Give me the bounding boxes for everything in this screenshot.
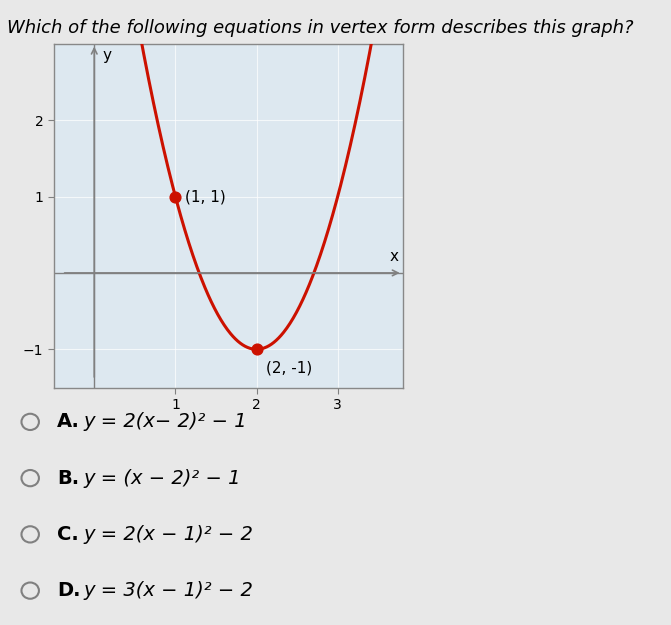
Point [170,191,180,201]
Point [251,344,262,354]
Text: A.: A. [57,412,80,431]
Text: (2, -1): (2, -1) [266,361,313,376]
Text: B.: B. [57,469,79,488]
Text: y = (x − 2)² − 1: y = (x − 2)² − 1 [84,469,242,488]
Text: Which of the following equations in vertex form describes this graph?: Which of the following equations in vert… [7,19,633,37]
Text: y: y [103,48,111,63]
Text: y = 2(x − 1)² − 2: y = 2(x − 1)² − 2 [84,525,254,544]
Text: D.: D. [57,581,81,600]
Text: C.: C. [57,525,79,544]
Text: y = 3(x − 1)² − 2: y = 3(x − 1)² − 2 [84,581,254,600]
Text: (1, 1): (1, 1) [185,189,226,204]
Text: x: x [390,249,399,264]
Text: y = 2(x− 2)² − 1: y = 2(x− 2)² − 1 [84,412,248,431]
